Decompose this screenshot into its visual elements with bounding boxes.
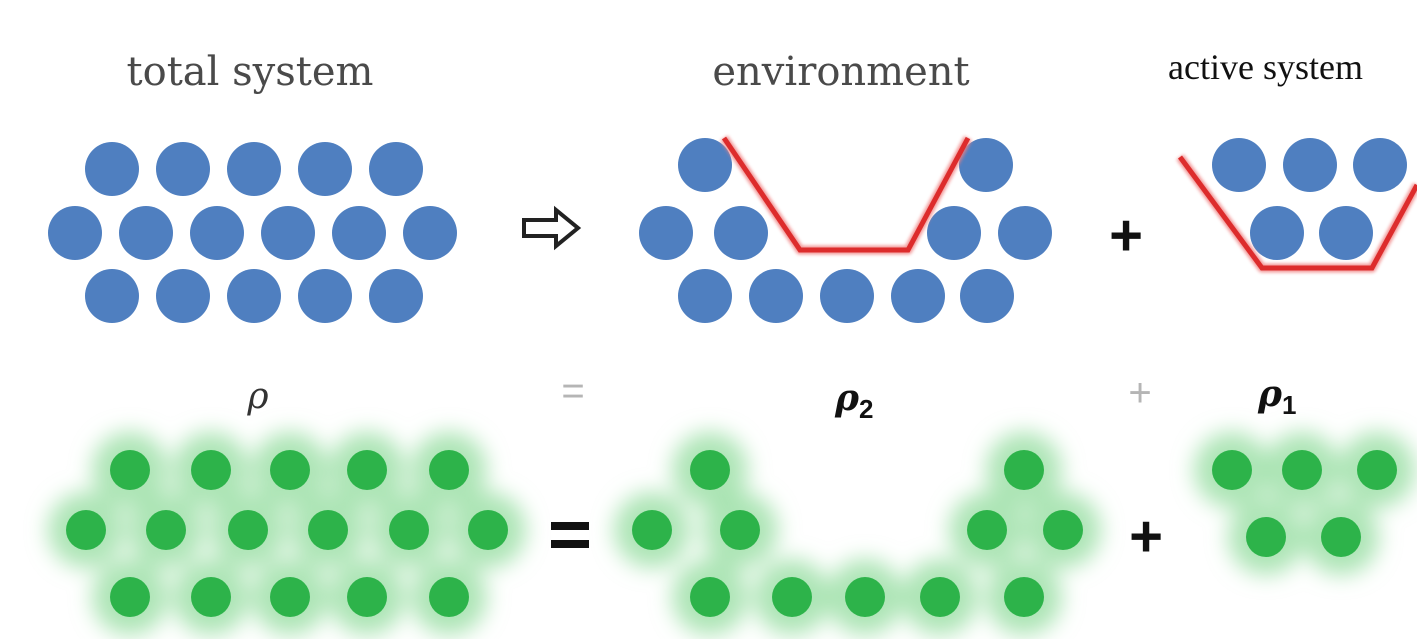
atom (927, 206, 981, 260)
atom (678, 269, 732, 323)
active-system-cut-line (1177, 155, 1417, 271)
atom (227, 142, 281, 196)
atom (891, 269, 945, 323)
density-core (1321, 517, 1361, 557)
density-core (920, 577, 960, 617)
rho-1-base: ρ (1257, 373, 1283, 415)
density-core (191, 577, 231, 617)
atom (48, 206, 102, 260)
atom (1283, 138, 1337, 192)
density-core (66, 510, 106, 550)
density-core (146, 510, 186, 550)
atom (369, 269, 423, 323)
atom (403, 206, 457, 260)
density-core (1004, 577, 1044, 617)
atom (998, 206, 1052, 260)
atom (298, 269, 352, 323)
density-core (389, 510, 429, 550)
atom (85, 142, 139, 196)
rho-1-symbol: ρ1 (1257, 373, 1296, 420)
plus-sign-faint: + (1128, 371, 1151, 415)
plus-sign-top: + (1109, 203, 1143, 268)
density-core (347, 577, 387, 617)
density-core (1212, 450, 1252, 490)
density-core (772, 577, 812, 617)
density-core (468, 510, 508, 550)
atom (332, 206, 386, 260)
density-core (270, 577, 310, 617)
atom (156, 269, 210, 323)
rho-1-subscript: 1 (1282, 390, 1296, 420)
atom (820, 269, 874, 323)
atom (298, 142, 352, 196)
atom (119, 206, 173, 260)
atom (678, 138, 732, 192)
density-core (429, 450, 469, 490)
rho-2-subscript: 2 (859, 394, 873, 424)
total-density-cloud (48, 432, 526, 635)
density-core (429, 577, 469, 617)
atom (261, 206, 315, 260)
density-core (690, 450, 730, 490)
atom (1250, 206, 1304, 260)
atom (639, 206, 693, 260)
environment-density-cloud (614, 432, 1101, 635)
density-core (347, 450, 387, 490)
atom (156, 142, 210, 196)
atom (190, 206, 244, 260)
atom (714, 206, 768, 260)
atom (1353, 138, 1407, 192)
atom (960, 269, 1014, 323)
active-system-label: active system (1168, 47, 1363, 87)
atom (749, 269, 803, 323)
density-core (1004, 450, 1044, 490)
density-core (228, 510, 268, 550)
density-core (845, 577, 885, 617)
density-core (1043, 510, 1083, 550)
rho-2-base: ρ (834, 377, 860, 419)
active-system-atoms (1212, 138, 1407, 260)
atom (227, 269, 281, 323)
plus-sign-bottom: + (1129, 504, 1163, 569)
atom (369, 142, 423, 196)
environment-label: environment (712, 49, 969, 95)
density-core (690, 577, 730, 617)
density-core (110, 577, 150, 617)
density-core (1282, 450, 1322, 490)
atom (959, 138, 1013, 192)
density-core (110, 450, 150, 490)
active-density-cloud (1194, 432, 1415, 575)
density-core (308, 510, 348, 550)
density-core (1246, 517, 1286, 557)
equals-sign-faint: = (561, 369, 584, 413)
density-core (967, 510, 1007, 550)
density-core (1357, 450, 1397, 490)
density-core (191, 450, 231, 490)
atom (1212, 138, 1266, 192)
hollow-right-arrow-icon (522, 205, 582, 251)
environment-atoms (639, 138, 1052, 323)
atom (85, 269, 139, 323)
atom (1319, 206, 1373, 260)
equals-sign-bottom (551, 522, 589, 548)
environment-cut-line (721, 136, 971, 253)
rho-total-symbol: ρ (246, 376, 268, 417)
density-core (270, 450, 310, 490)
density-core (632, 510, 672, 550)
density-core (720, 510, 760, 550)
rho-2-symbol: ρ2 (834, 377, 873, 424)
total-system-label: total system (127, 49, 374, 95)
total-system-atoms (48, 142, 457, 323)
